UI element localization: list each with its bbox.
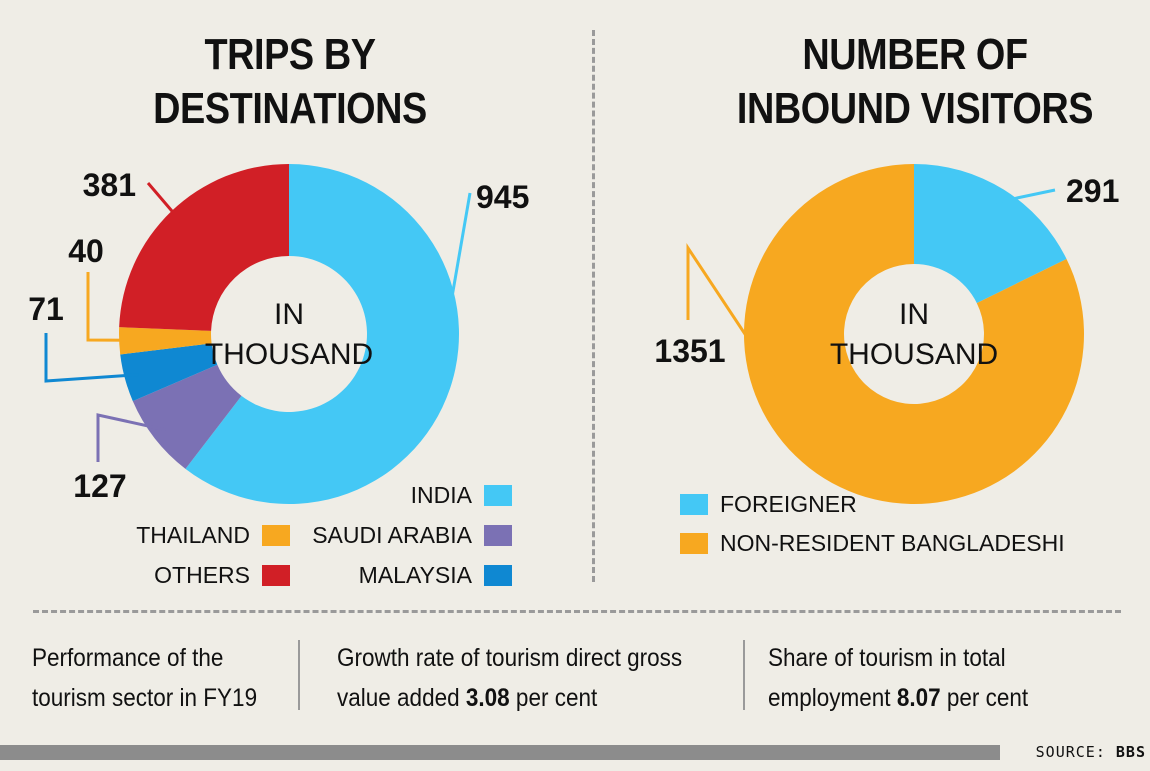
footer-text: value added — [337, 684, 466, 712]
source-credit: SOURCE: BBS — [1036, 743, 1146, 761]
chart1-title: TRIPS BY DESTINATIONS — [127, 28, 454, 136]
horizontal-divider — [33, 610, 1121, 613]
slice-foreigner — [914, 164, 1067, 304]
leader-line-others — [146, 182, 182, 223]
footer-text-line2: value added 3.08 per cent — [337, 678, 682, 718]
footer-separator — [743, 640, 745, 710]
footer-item-growth: Growth rate of tourism direct gross valu… — [337, 638, 682, 718]
center-label-line: IN — [274, 298, 304, 331]
bottom-bar — [0, 745, 1000, 760]
data-label-non-resident-bangladeshi: 1351 — [654, 333, 725, 369]
slice-india — [185, 164, 460, 504]
legend-label: MALAYSIA — [358, 562, 472, 588]
source-value: BBS — [1115, 743, 1146, 761]
footer-text: Performance of the — [32, 644, 224, 672]
legend-label: THAILAND — [136, 522, 250, 548]
footer-text: per cent — [509, 684, 598, 712]
legend-label: INDIA — [410, 482, 472, 508]
footer-separator — [298, 640, 300, 710]
legend-label: NON-RESIDENT BANGLADESHI — [720, 530, 1065, 556]
legend-swatch — [680, 494, 708, 515]
legend-label: OTHERS — [154, 562, 250, 588]
legend-swatch — [484, 485, 512, 506]
slice-others — [119, 164, 289, 331]
source-label: SOURCE: — [1035, 743, 1106, 761]
center-label-line: IN — [899, 298, 929, 331]
legend-item-malaysia: MALAYSIA — [290, 562, 512, 589]
chart2-title: NUMBER OF INBOUND VISITORS — [722, 28, 1109, 136]
footer-value: 8.07 — [896, 684, 941, 712]
legend-label: SAUDI ARABIA — [312, 522, 472, 548]
legend-item-india: INDIA — [330, 482, 512, 509]
data-label-thailand: 40 — [68, 233, 104, 269]
footer-text: employment — [768, 684, 897, 712]
leader-line-malaysia — [44, 333, 139, 383]
slice-thailand — [119, 327, 212, 355]
leader-line-india — [435, 192, 472, 385]
leader-line-non-resident-bangladeshi — [686, 243, 834, 467]
chart2-title-line1: NUMBER OF — [802, 30, 1028, 79]
footer-value: 3.08 — [465, 684, 510, 712]
slice-non-resident-bangladeshi — [744, 163, 1084, 504]
chart1-title-line1: TRIPS BY — [204, 30, 376, 79]
legend-item-others: OTHERS — [100, 562, 290, 589]
legend-swatch — [262, 525, 290, 546]
legend-item-foreigner: FOREIGNER — [680, 491, 857, 518]
vertical-divider — [592, 30, 595, 582]
footer-text: tourism sector in FY19 — [32, 684, 258, 712]
slice-malaysia — [120, 343, 218, 402]
footer-item-share: Share of tourism in total employment 8.0… — [768, 638, 1028, 718]
leader-line-foreigner — [995, 188, 1056, 204]
center-label-line: THOUSAND — [205, 338, 373, 371]
legend-swatch — [262, 565, 290, 586]
footer-text: Share of tourism in total — [768, 644, 1006, 672]
data-label-india: 945 — [476, 179, 529, 215]
data-label-others: 381 — [83, 167, 136, 203]
footer-text: per cent — [940, 684, 1029, 712]
center-label-line: THOUSAND — [830, 338, 998, 371]
legend-item-thailand: THAILAND — [100, 522, 290, 549]
data-label-foreigner: 291 — [1066, 173, 1119, 209]
legend-item-saudi-arabia: SAUDI ARABIA — [290, 522, 512, 549]
data-label-saudi-arabia: 127 — [73, 468, 126, 504]
legend-swatch — [484, 525, 512, 546]
data-label-malaysia: 71 — [28, 291, 64, 327]
legend-label: FOREIGNER — [720, 491, 857, 517]
leader-line-thailand — [86, 272, 133, 342]
donut-chart-visitors: 291 1351 IN THOUSAND — [654, 163, 1119, 504]
footer-item-performance: Performance of the tourism sector in FY1… — [32, 638, 257, 718]
legend-swatch — [680, 533, 708, 554]
leader-line-saudi-arabia — [96, 413, 167, 462]
chart1-title-line2: DESTINATIONS — [153, 84, 427, 133]
legend-swatch — [484, 565, 512, 586]
chart2-title-line2: INBOUND VISITORS — [736, 84, 1094, 133]
footer-text: Growth rate of tourism direct gross — [337, 644, 683, 672]
footer-text-line2: employment 8.07 per cent — [768, 678, 1028, 718]
legend-item-nrb: NON-RESIDENT BANGLADESHI — [680, 530, 1065, 557]
slice-saudi-arabia — [132, 364, 242, 469]
